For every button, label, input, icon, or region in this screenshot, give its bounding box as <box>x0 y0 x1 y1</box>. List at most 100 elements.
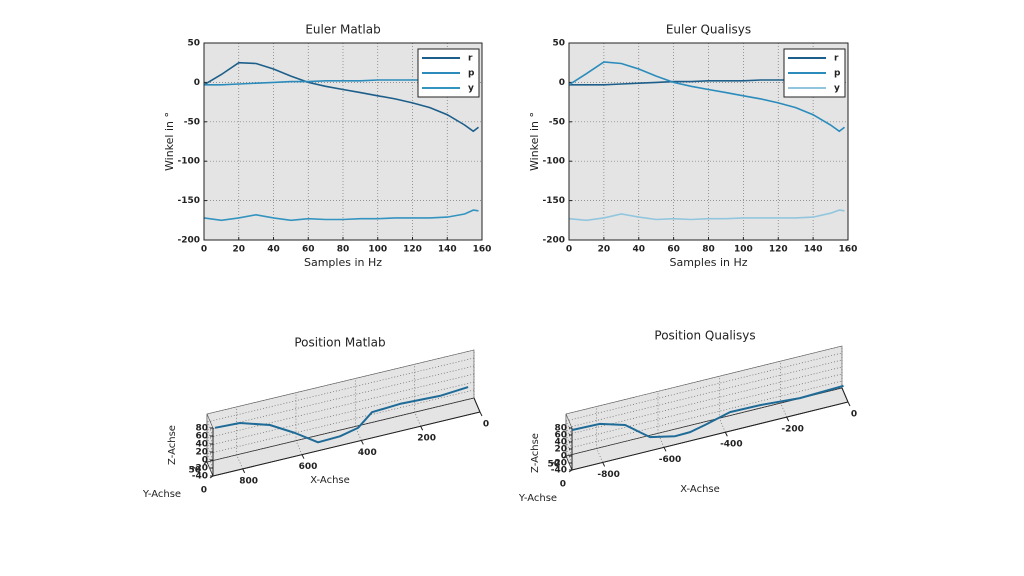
y-tick-label: -200 <box>542 236 565 246</box>
y-tick-label: 50 <box>188 466 201 476</box>
y-axis-label: Y-Achse <box>142 489 181 500</box>
data-line <box>214 386 469 444</box>
grid-line <box>206 429 214 445</box>
axis-edge <box>841 387 849 403</box>
y-axis-label: Y-Achse <box>518 493 557 504</box>
z-tick-label: 40 <box>195 440 208 450</box>
y-tick-label: -100 <box>177 157 200 167</box>
tick-mark <box>209 475 214 479</box>
x-tick-label: 140 <box>804 245 823 255</box>
z-tick-label: -20 <box>192 464 208 474</box>
tick-mark <box>663 447 667 452</box>
x-tick-label: -200 <box>781 425 804 435</box>
grid-line <box>295 440 303 455</box>
z-tick-label: 20 <box>554 445 567 455</box>
z-tick-label: -40 <box>551 466 567 476</box>
z-tick-label: 60 <box>554 431 567 441</box>
z-tick-label: 20 <box>195 448 208 458</box>
legend-label: r <box>468 54 473 64</box>
y-tick-label: -200 <box>177 236 200 246</box>
grid-line <box>565 448 573 464</box>
grid-line <box>206 453 214 469</box>
x-tick-label: 200 <box>417 434 436 444</box>
grid-line <box>206 397 475 463</box>
chart-title: Position Matlab <box>294 336 385 350</box>
x-tick-label: 80 <box>702 245 715 255</box>
y-axis-label: Winkel in ° <box>528 112 541 171</box>
grid-line <box>206 413 214 429</box>
chart-title: Euler Matlab <box>305 23 380 37</box>
x-tick-label: 120 <box>769 245 788 255</box>
x-tick-label: -800 <box>597 470 620 480</box>
tick-mark <box>602 462 606 467</box>
tick-mark <box>562 455 567 459</box>
grid-line <box>236 454 243 470</box>
x-tick-label: 140 <box>438 245 457 255</box>
y-tick-label: -50 <box>184 117 200 127</box>
x-tick-label: 0 <box>566 245 572 255</box>
grid-line <box>565 455 573 471</box>
x-axis-label: Samples in Hz <box>304 256 382 269</box>
plot-frame <box>568 42 849 241</box>
z-tick-label: -40 <box>192 472 208 482</box>
x-tick-label: 20 <box>232 245 245 255</box>
legend-label: r <box>834 54 839 64</box>
tick-mark <box>568 469 573 473</box>
legend-label: y <box>468 84 474 94</box>
axis-edge <box>212 411 481 477</box>
legend-label: p <box>834 69 841 79</box>
x-axis-label: X-Achse <box>680 484 720 495</box>
grid-line <box>565 413 573 429</box>
y-tick-label: 0 <box>560 480 566 490</box>
z-tick-label: 80 <box>195 424 208 434</box>
z-tick-label: 80 <box>554 424 567 434</box>
z-axis-label: Z-Achse <box>530 433 541 473</box>
grid-line <box>206 349 475 415</box>
grid-line <box>780 402 787 418</box>
x-tick-label: 160 <box>839 245 858 255</box>
x-tick-label: 40 <box>632 245 645 255</box>
tick-mark <box>847 401 851 407</box>
grid-line <box>657 433 665 448</box>
x-axis-label: Samples in Hz <box>669 256 747 269</box>
x-tick-label: 120 <box>403 245 422 255</box>
y-tick-label: 50 <box>552 39 565 49</box>
grid-line <box>206 445 214 461</box>
z-tick-label: 60 <box>195 432 208 442</box>
x-tick-label: 100 <box>734 245 753 255</box>
grid-line <box>206 437 214 453</box>
tick-mark <box>203 461 208 465</box>
x-axis-label: X-Achse <box>310 475 350 486</box>
x-tick-label: 60 <box>667 245 680 255</box>
data-line <box>203 209 479 222</box>
tick-mark <box>420 425 424 431</box>
grid-line <box>565 420 573 436</box>
y-tick-label: 0 <box>201 486 207 496</box>
y-tick-label: 0 <box>194 78 200 88</box>
z-tick-label: 40 <box>554 438 567 448</box>
y-tick-label: 0 <box>559 78 565 88</box>
z-tick-label: 0 <box>202 456 208 466</box>
tick-mark <box>242 468 246 474</box>
data-line <box>203 61 479 133</box>
grid-line <box>206 373 475 439</box>
x-tick-label: 40 <box>267 245 280 255</box>
grid-line <box>206 461 214 477</box>
x-tick-label: 160 <box>473 245 492 255</box>
y-tick-label: -100 <box>542 157 565 167</box>
tick-mark <box>360 440 364 445</box>
grid-line <box>206 357 475 423</box>
tick-mark <box>479 411 483 417</box>
axis-edge <box>571 401 849 471</box>
z-tick-label: 0 <box>561 452 567 462</box>
x-tick-label: 0 <box>483 420 489 430</box>
data-line <box>571 384 844 439</box>
grid-line <box>206 421 214 437</box>
data-line <box>568 209 845 222</box>
x-tick-label: 400 <box>358 448 377 458</box>
axis-edge <box>473 397 481 413</box>
x-tick-label: -400 <box>720 440 743 450</box>
x-tick-label: 100 <box>368 245 387 255</box>
grid-line <box>206 389 475 455</box>
